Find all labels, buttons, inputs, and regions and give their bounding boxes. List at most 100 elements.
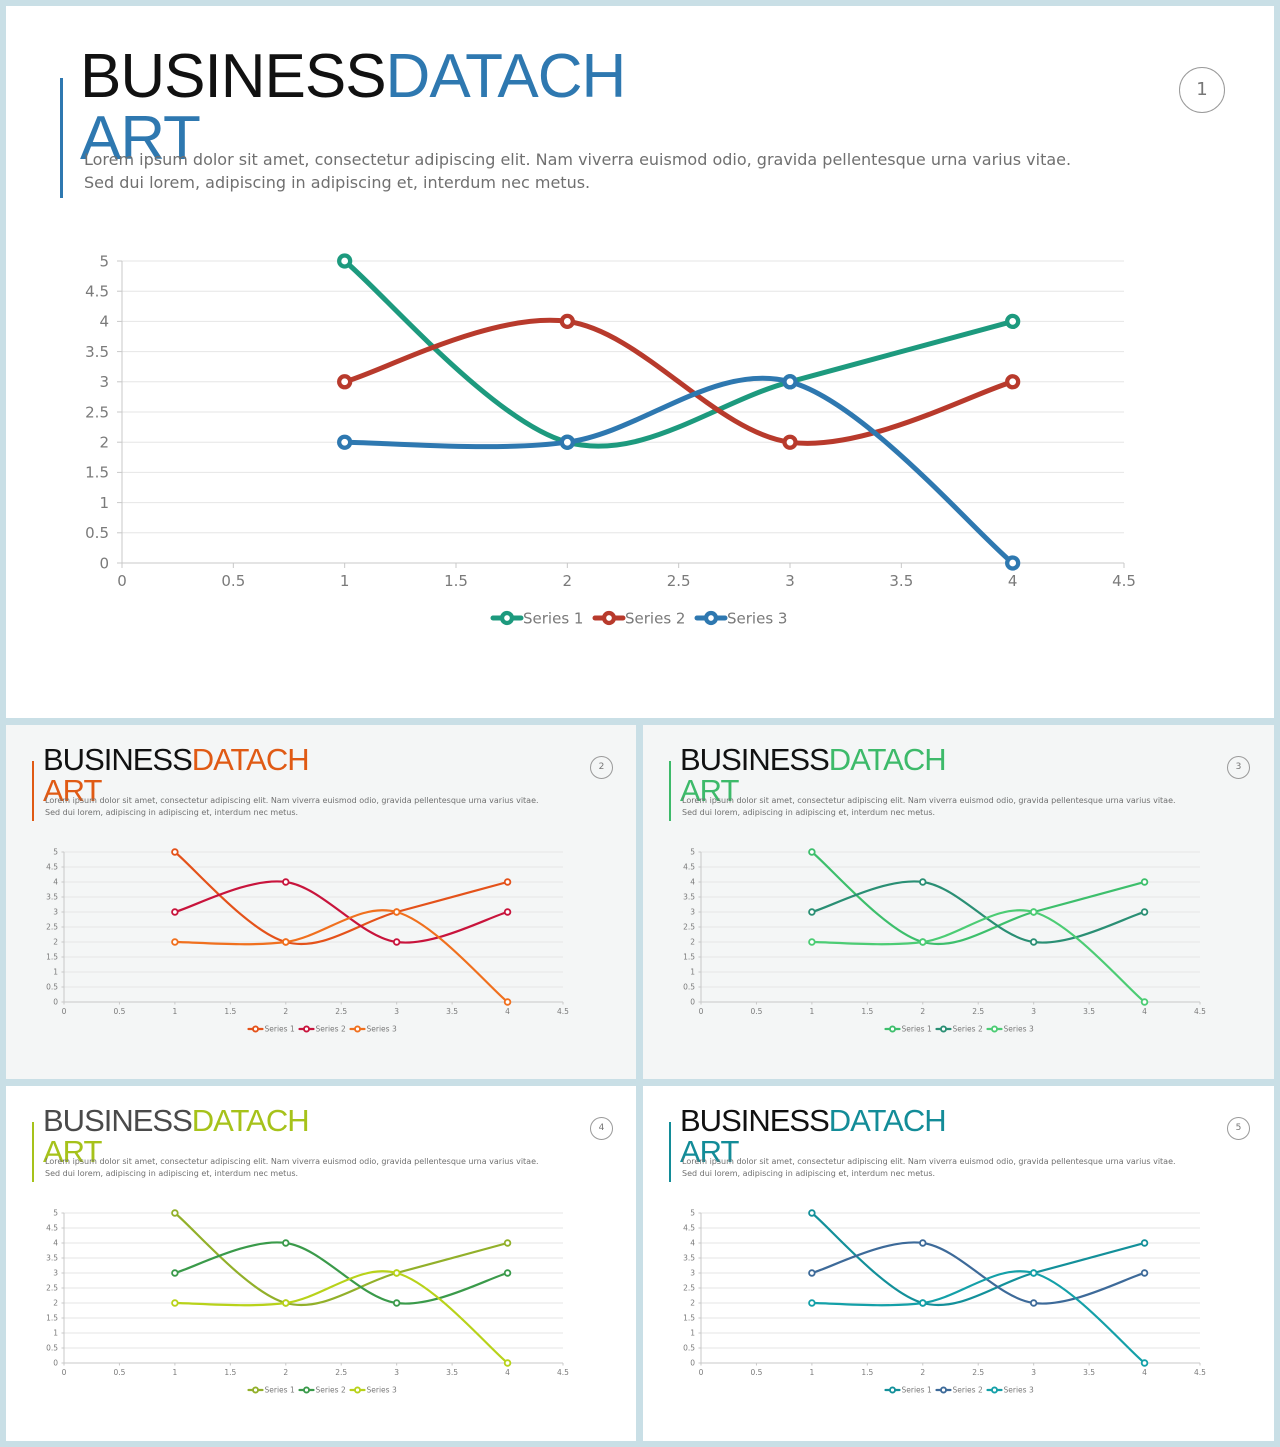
legend-swatch-marker	[991, 1386, 998, 1394]
accent-bar	[32, 1122, 34, 1182]
slide-body-text: Lorem ipsum dolor sit amet, consectetur …	[45, 796, 539, 817]
x-tick-label: 3.5	[889, 572, 913, 590]
y-tick-label: 3	[690, 908, 695, 917]
y-tick-label: 1.5	[683, 953, 695, 962]
data-point	[808, 1209, 816, 1217]
data-point	[282, 1299, 290, 1307]
slide-3: BUSINESSDATACH ART Lorem ipsum dolor sit …	[643, 725, 1274, 1079]
x-tick-label: 0.5	[750, 1007, 762, 1016]
x-tick-label: 4.5	[557, 1368, 569, 1377]
data-point	[1005, 313, 1021, 330]
x-tick-label: 3	[785, 572, 795, 590]
y-tick-label: 0	[99, 554, 109, 572]
slide-1: BUSINESSDATACH ART Lorem ipsum dolor sit …	[6, 6, 1274, 718]
slide-title: BUSINESSDATACH ART	[680, 744, 970, 806]
y-tick-label: 0	[53, 1359, 58, 1368]
y-tick-label: 4.5	[46, 863, 58, 872]
y-tick-label: 4	[99, 313, 109, 331]
x-tick-label: 4	[1142, 1007, 1147, 1016]
x-tick-label: 1	[172, 1007, 177, 1016]
x-tick-label: 0	[117, 572, 127, 590]
x-tick-label: 0.5	[113, 1368, 125, 1377]
y-tick-label: 5	[99, 252, 109, 270]
x-tick-label: 0.5	[750, 1368, 762, 1377]
y-tick-label: 4	[690, 1239, 695, 1248]
data-point	[808, 938, 816, 946]
y-tick-label: 2.5	[46, 1284, 58, 1293]
data-point	[1029, 908, 1038, 916]
series-line	[810, 880, 1146, 944]
data-point	[782, 434, 798, 450]
x-tick-label: 4	[505, 1368, 510, 1377]
y-tick-label: 3.5	[46, 1254, 58, 1263]
title-part-datach: DATACH	[385, 42, 627, 111]
data-point	[1029, 938, 1038, 946]
legend-swatch-marker	[354, 1386, 361, 1394]
x-tick-label: 1	[340, 572, 350, 590]
series-line	[810, 909, 1146, 1004]
legend-label: Series 1	[265, 1025, 295, 1034]
x-tick-label: 2.5	[972, 1007, 984, 1016]
accent-bar	[669, 761, 671, 821]
x-tick-label: 2	[283, 1368, 288, 1377]
accent-bar	[669, 1122, 671, 1182]
y-tick-label: 3	[53, 908, 58, 917]
legend-label: Series 3	[367, 1386, 397, 1395]
data-point	[503, 1239, 512, 1247]
title-part-art: ART	[43, 773, 102, 808]
accent-bar	[32, 761, 34, 821]
x-tick-label: 3.5	[1083, 1007, 1095, 1016]
legend-label: Series 3	[1004, 1025, 1034, 1034]
legend-label: Series 3	[727, 609, 787, 627]
data-point	[1005, 555, 1021, 571]
y-tick-label: 5	[690, 848, 695, 857]
x-tick-label: 4	[1008, 572, 1018, 590]
x-tick-label: 1.5	[444, 572, 468, 590]
y-tick-label: 2.5	[85, 403, 109, 421]
legend-label: Series 2	[625, 609, 685, 627]
legend-label: Series 1	[265, 1386, 295, 1395]
data-point	[171, 938, 179, 946]
line-chart: 0 0.5 1 1.5 2 2.5 3 3.5 4 4.5 5 0 0.5 1 1.5 2 2.5 3 3.5 4 4.…	[46, 1209, 569, 1395]
data-point	[1029, 1299, 1038, 1307]
y-tick-label: 3.5	[46, 893, 58, 902]
data-point	[282, 938, 290, 946]
x-tick-label: 2	[563, 572, 573, 590]
legend-label: Series 1	[902, 1386, 932, 1395]
title-part-datach: DATACH	[828, 1103, 947, 1138]
legend-swatch-marker	[703, 610, 719, 626]
y-tick-label: 2.5	[46, 923, 58, 932]
x-tick-label: 1.5	[861, 1007, 873, 1016]
data-point	[1140, 1239, 1149, 1247]
y-tick-label: 3	[99, 373, 109, 391]
legend-label: Series 1	[523, 609, 583, 627]
y-tick-label: 5	[53, 1209, 58, 1218]
y-tick-label: 1	[99, 494, 109, 512]
data-point	[337, 253, 353, 269]
y-tick-label: 1	[53, 968, 58, 977]
legend-label: Series 2	[953, 1386, 983, 1395]
y-tick-label: 0.5	[46, 1344, 58, 1353]
x-tick-label: 0	[62, 1007, 67, 1016]
y-tick-label: 4.5	[85, 282, 109, 300]
y-tick-label: 0	[53, 998, 58, 1007]
x-tick-label: 0	[699, 1368, 704, 1377]
y-tick-label: 3	[53, 1269, 58, 1278]
y-tick-label: 3.5	[683, 893, 695, 902]
data-point	[919, 938, 927, 946]
x-tick-label: 4.5	[1194, 1368, 1206, 1377]
y-tick-label: 5	[53, 848, 58, 857]
legend-swatch-marker	[601, 610, 617, 626]
legend-label: Series 3	[367, 1025, 397, 1034]
slide-body-text: Lorem ipsum dolor sit amet, consectetur …	[84, 150, 1072, 192]
series-line	[810, 1270, 1146, 1365]
slide-title: BUSINESSDATACH ART	[680, 1105, 970, 1167]
slide-title: BUSINESSDATACH ART	[43, 1105, 333, 1167]
data-point	[503, 908, 512, 916]
x-tick-label: 0	[699, 1007, 704, 1016]
x-tick-label: 4.5	[1194, 1007, 1206, 1016]
x-tick-label: 0.5	[113, 1007, 125, 1016]
legend-swatch-marker	[940, 1025, 947, 1033]
y-tick-label: 1.5	[46, 1314, 58, 1323]
y-tick-label: 2	[53, 938, 58, 947]
